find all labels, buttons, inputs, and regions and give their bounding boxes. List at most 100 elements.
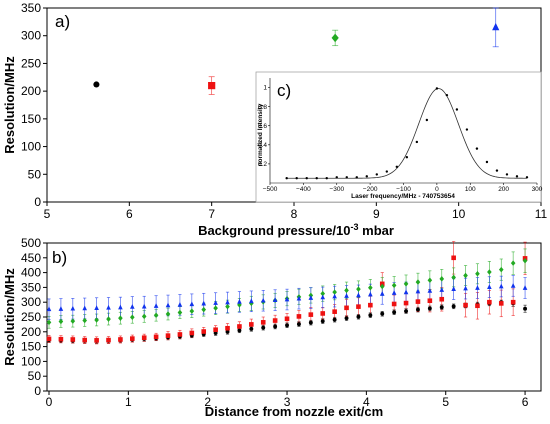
series-triangle-point xyxy=(284,296,290,302)
series-diamond-point xyxy=(82,317,88,324)
series-triangle-point xyxy=(260,297,266,303)
inset-data-point xyxy=(315,177,318,180)
series-triangle-point xyxy=(225,299,230,305)
series-triangle-point xyxy=(237,299,242,304)
series-triangle-point xyxy=(153,303,159,308)
series-square-point xyxy=(487,299,492,305)
inset-y-tick-label: 0.4 xyxy=(258,142,267,149)
series-triangle-point xyxy=(249,298,254,304)
x-tick-label: 5 xyxy=(442,395,449,409)
series-triangle-point xyxy=(475,285,480,290)
series-square-point xyxy=(177,332,183,337)
series-diamond-point xyxy=(415,279,421,285)
series-circle-point xyxy=(332,317,337,322)
series-square-point xyxy=(451,255,456,261)
series-square-point xyxy=(332,309,337,314)
y-tick-label: 0 xyxy=(34,195,41,209)
series-diamond-point xyxy=(177,309,183,316)
series-diamond-point xyxy=(153,312,159,318)
series-diamond-point xyxy=(46,319,52,326)
panel-b-label: b) xyxy=(52,248,67,267)
inset-data-point xyxy=(525,176,529,179)
x-tick-label: 11 xyxy=(535,207,548,221)
inset-y-tick-label: 0.8 xyxy=(258,104,267,111)
inset-data-point xyxy=(375,173,378,176)
y-tick-label: 150 xyxy=(21,112,41,126)
series-square-point xyxy=(296,314,302,319)
panel-a-label: a) xyxy=(55,12,70,31)
series-square-point xyxy=(249,322,254,327)
series-diamond-point xyxy=(427,277,433,284)
x-tick-label: 4 xyxy=(363,395,370,409)
series-diamond-point xyxy=(463,272,468,279)
y-tick-label: 200 xyxy=(21,84,41,98)
series-square-point xyxy=(475,303,480,309)
inset-data-point xyxy=(355,176,358,179)
series-diamond-point xyxy=(475,271,480,277)
series-circle-point xyxy=(523,306,528,311)
series-diamond-point xyxy=(189,308,195,314)
series-circle-point xyxy=(261,325,266,330)
series-circle-point xyxy=(249,326,254,331)
series-circle-point xyxy=(296,322,301,327)
x-tick-label: 8 xyxy=(291,207,298,221)
series-diamond-point xyxy=(130,314,135,321)
inset-data-point xyxy=(495,169,499,172)
series-triangle-point xyxy=(463,285,468,291)
series-circle-point xyxy=(439,305,444,310)
x-tick-label: 0 xyxy=(46,395,53,409)
series-square-point xyxy=(94,338,99,343)
y-tick-label: 350 xyxy=(21,1,41,15)
inset-data-point xyxy=(505,173,509,176)
series-triangle-point xyxy=(391,290,397,295)
series-square-point xyxy=(118,337,123,342)
series-square-point xyxy=(344,305,349,311)
series-circle-point xyxy=(237,328,242,333)
series-circle-point xyxy=(320,319,325,324)
inset-x-tick-label: −400 xyxy=(296,186,311,193)
series-diamond-point xyxy=(522,258,528,264)
panel-b-ylabel: Resolution/MHz xyxy=(2,268,17,366)
inset-data-point xyxy=(455,108,459,111)
series-square-point xyxy=(510,299,516,305)
inset-x-tick-label: 200 xyxy=(498,186,509,193)
series-triangle-point xyxy=(487,284,492,289)
series-square-point xyxy=(427,298,433,304)
y-tick-label: 500 xyxy=(21,236,41,250)
series-diamond-point xyxy=(106,316,111,322)
series-square-point xyxy=(165,333,171,338)
series-square-point xyxy=(201,329,207,334)
inset-data-point xyxy=(285,177,288,180)
series-diamond-point xyxy=(403,281,409,287)
series-square-point xyxy=(260,320,266,325)
panel-c-ylabel: normalized Intensity xyxy=(257,103,264,166)
series-triangle-point xyxy=(141,303,147,309)
series-square-point xyxy=(308,312,314,317)
x-tick-label: 10 xyxy=(452,207,466,221)
series-square-point xyxy=(189,330,195,336)
series-square-point xyxy=(58,336,64,342)
series-square-point xyxy=(141,335,147,341)
series-square-point xyxy=(356,304,361,309)
panel-b-xlabel: Distance from nozzle exit/cm xyxy=(205,404,383,419)
series-circle-point xyxy=(344,316,349,321)
x-tick-label: 6 xyxy=(522,395,529,409)
series-triangle-point xyxy=(344,293,349,298)
data-point-diamond xyxy=(331,33,339,43)
series-diamond-point xyxy=(58,318,64,325)
series-diamond-point xyxy=(118,315,123,321)
series-triangle-point xyxy=(320,294,326,300)
series-diamond-point xyxy=(70,318,76,324)
series-triangle-point xyxy=(510,283,516,288)
inset-data-point xyxy=(295,177,298,180)
series-circle-point xyxy=(273,324,278,329)
x-tick-label: 7 xyxy=(208,207,215,221)
series-circle-point xyxy=(368,313,373,318)
series-diamond-point xyxy=(320,290,326,297)
series-triangle-point xyxy=(356,292,361,298)
inset-data-point xyxy=(515,175,519,178)
inset-data-point xyxy=(395,165,399,168)
